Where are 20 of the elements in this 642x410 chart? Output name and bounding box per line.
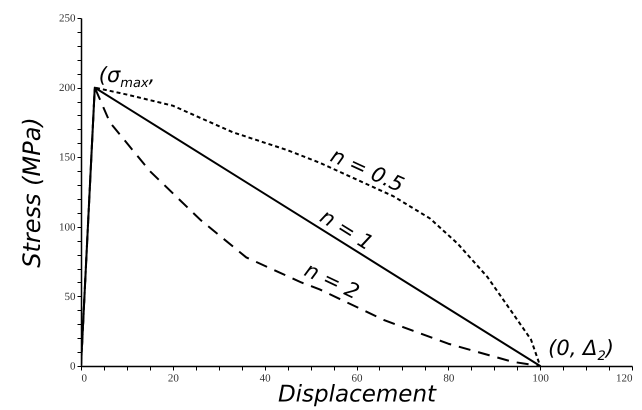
y-tick-label: 0 [70, 360, 76, 372]
annotation: (0, Δ$_{2}$) [548, 336, 614, 364]
y-tick-label: 250 [59, 12, 76, 24]
y-tick-label: 50 [64, 290, 76, 303]
y-axis-title: Stress (MPa) [18, 117, 46, 268]
text: n = 2 [300, 258, 364, 304]
x-tick-label: 0 [82, 372, 88, 384]
x-axis-title: Displacement [278, 382, 438, 408]
x-tick-label: 20 [168, 372, 180, 384]
annotation: (σ$_{max}$, [98, 62, 156, 91]
y-tick-label: 200 [59, 82, 76, 94]
text: n = 0.5 [327, 143, 408, 198]
x-tick-label: 80 [443, 372, 455, 384]
text: n = 1 [316, 204, 378, 256]
x-tick-label: 100 [532, 372, 550, 384]
y-tick-label: 100 [59, 221, 76, 234]
x-tick-label: 120 [616, 372, 633, 384]
x-tick-label: 40 [260, 372, 272, 384]
y-tick-label: 150 [59, 152, 76, 164]
x-tick-label: 60 [352, 372, 363, 384]
